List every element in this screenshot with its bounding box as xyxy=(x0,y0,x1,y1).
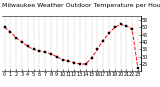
Text: Milwaukee Weather Outdoor Temperature per Hour (24 Hours): Milwaukee Weather Outdoor Temperature pe… xyxy=(2,3,160,8)
